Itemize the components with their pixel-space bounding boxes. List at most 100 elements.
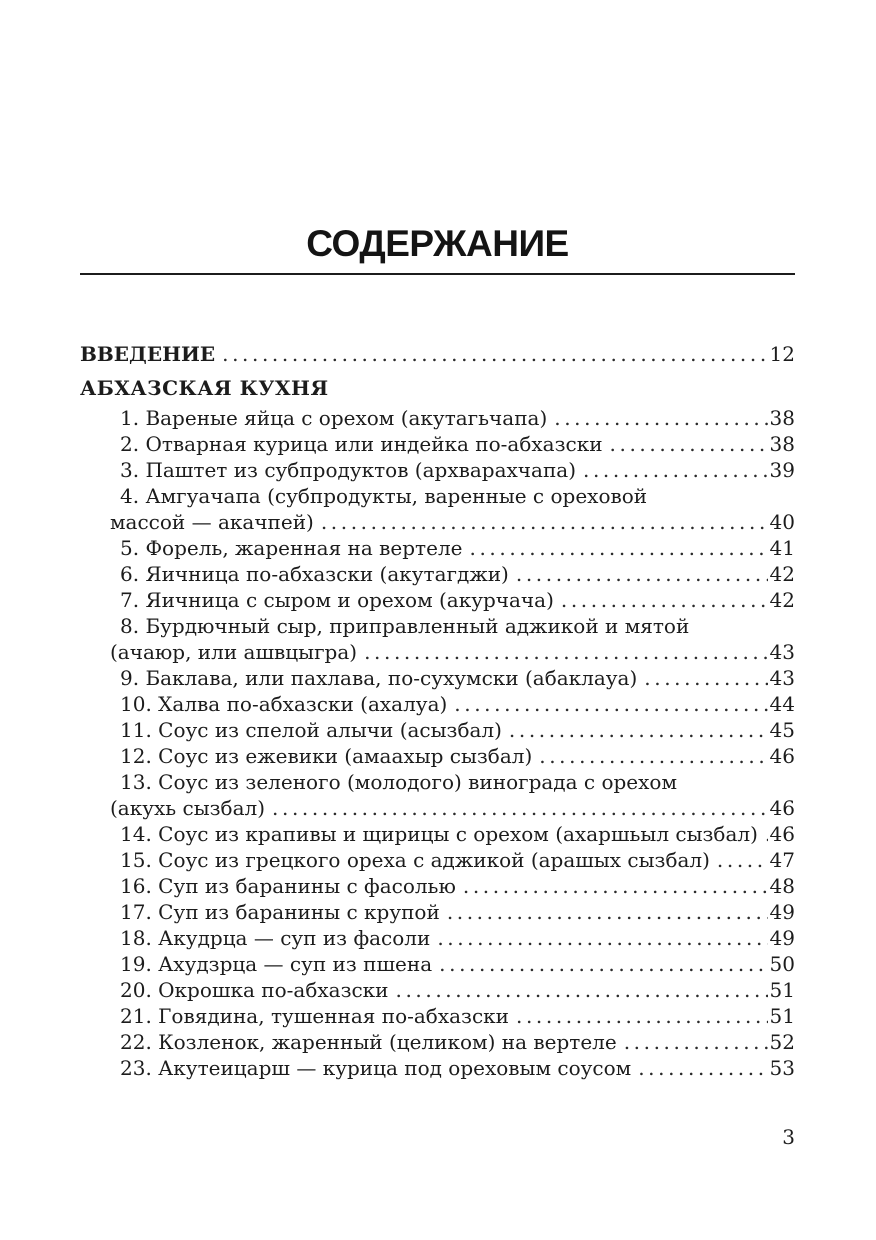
toc-item: 2. Отварная курица или индейка по-абхазс…	[80, 431, 795, 457]
page-number: 3	[782, 1125, 795, 1149]
dot-leader	[321, 509, 768, 535]
toc-entry-label: ВВЕДЕНИЕ	[80, 342, 216, 366]
toc-item: 6. Яичница по-абхазски (акутагджи) 42	[80, 561, 795, 587]
dot-leader	[364, 639, 767, 665]
toc-item: 10. Халва по-абхазски (ахалуа) 44	[80, 691, 795, 717]
toc-item-line: 14. Соус из крапивы и щирицы с орехом (а…	[80, 821, 795, 847]
toc-item-label: (ачаюр, или ашвцыгра)	[110, 640, 358, 664]
page-title: СОДЕРЖАНИЕ	[306, 223, 569, 264]
toc-item: 17. Суп из баранины с крупой 49	[80, 899, 795, 925]
toc-item-page: 51	[769, 1004, 795, 1028]
dot-leader	[561, 587, 768, 613]
dot-leader	[463, 873, 768, 899]
dot-leader	[396, 977, 768, 1003]
toc-item-line: 13. Соус из зеленого (молодого) виноград…	[120, 770, 678, 794]
toc-item-page: 39	[769, 458, 795, 482]
dot-leader	[222, 341, 767, 367]
toc-item-label: 12. Соус из ежевики (амаахыр сызбал)	[120, 744, 533, 768]
toc-item-page: 46	[769, 796, 795, 820]
toc-item-line: 9. Баклава, или пахлава, по-сухумски (аб…	[80, 665, 795, 691]
dot-leader	[454, 691, 767, 717]
toc-item-line: (акухь сызбал) 46	[80, 795, 795, 821]
dot-leader	[624, 1029, 768, 1055]
toc-item-line: 10. Халва по-абхазски (ахалуа) 44	[80, 691, 795, 717]
title-divider	[80, 273, 795, 275]
toc-section-heading: АБХАЗСКАЯ КУХНЯ	[80, 376, 329, 400]
toc-item-label: 9. Баклава, или пахлава, по-сухумски (аб…	[120, 666, 638, 690]
dot-leader	[516, 1003, 768, 1029]
page-content: СОДЕРЖАНИЕ ВВЕДЕНИЕ 12 АБХАЗСКАЯ КУХНЯ 1…	[80, 0, 795, 1081]
dot-leader	[439, 951, 767, 977]
toc-item: 7. Яичница с сыром и орехом (акурчача) 42	[80, 587, 795, 613]
toc-item-label: 5. Форель, жаренная на вертеле	[120, 536, 463, 560]
toc-item-line: 20. Окрошка по-абхазски 51	[80, 977, 795, 1003]
toc-item-label: 19. Ахудзрца — суп из пшена	[120, 952, 433, 976]
toc-item-page: 49	[769, 926, 795, 950]
toc-item: 23. Акутеицарш — курица под ореховым соу…	[80, 1055, 795, 1081]
toc-item-line: 8. Бурдючный сыр, приправленный аджикой …	[120, 614, 690, 638]
toc-item-line: 11. Соус из спелой алычи (асызбал) 45	[80, 717, 795, 743]
toc-item-page: 43	[769, 640, 795, 664]
toc-item-line: 15. Соус из грецкого ореха с аджикой (ар…	[80, 847, 795, 873]
toc-item: 22. Козленок, жаренный (целиком) на верт…	[80, 1029, 795, 1055]
toc-item-line: 6. Яичница по-абхазски (акутагджи) 42	[80, 561, 795, 587]
dot-leader	[470, 535, 768, 561]
toc-item: 15. Соус из грецкого ореха с аджикой (ар…	[80, 847, 795, 873]
dot-leader	[583, 457, 768, 483]
toc-item: 11. Соус из спелой алычи (асызбал) 45	[80, 717, 795, 743]
toc-item-line: 3. Паштет из субпродуктов (архварахчапа)…	[80, 457, 795, 483]
toc-item: 5. Форель, жаренная на вертеле 41	[80, 535, 795, 561]
toc-item-line: 5. Форель, жаренная на вертеле 41	[80, 535, 795, 561]
toc-item-page: 51	[769, 978, 795, 1002]
toc-item: 16. Суп из баранины с фасолью 48	[80, 873, 795, 899]
toc-entry-introduction: ВВЕДЕНИЕ 12	[80, 341, 795, 367]
toc-item-page: 38	[769, 432, 795, 456]
toc-item-page: 49	[769, 900, 795, 924]
toc-item-page: 47	[769, 848, 795, 872]
toc-item-page: 53	[769, 1056, 795, 1080]
toc-entry-page: 12	[769, 342, 795, 366]
dot-leader	[765, 821, 768, 847]
toc-item-line: 1. Вареные яйца с орехом (акутагьчапа) 38	[80, 405, 795, 431]
toc-items: 1. Вареные яйца с орехом (акутагьчапа) 38…	[80, 405, 795, 1081]
toc-item-line: 22. Козленок, жаренный (целиком) на верт…	[80, 1029, 795, 1055]
dot-leader	[610, 431, 768, 457]
toc-item: 19. Ахудзрца — суп из пшена 50	[80, 951, 795, 977]
dot-leader	[644, 665, 767, 691]
toc-item: 21. Говядина, тушенная по-абхазски 51	[80, 1003, 795, 1029]
toc-item-line: 12. Соус из ежевики (амаахыр сызбал) 46	[80, 743, 795, 769]
toc-item: 1. Вареные яйца с орехом (акутагьчапа) 38	[80, 405, 795, 431]
toc-item-page: 40	[769, 510, 795, 534]
toc-item-label: 17. Суп из баранины с крупой	[120, 900, 440, 924]
dot-leader	[516, 561, 768, 587]
toc-item-label: 1. Вареные яйца с орехом (акутагьчапа)	[120, 406, 548, 430]
toc-item-page: 42	[769, 562, 795, 586]
toc-item: 18. Акудрца — суп из фасоли 49	[80, 925, 795, 951]
toc-item-label: 23. Акутеицарш — курица под ореховым соу…	[120, 1056, 632, 1080]
toc-item-page: 50	[769, 952, 795, 976]
dot-leader	[509, 717, 768, 743]
toc-item-label: 14. Соус из крапивы и щирицы с орехом (а…	[120, 822, 758, 846]
dot-leader	[447, 899, 768, 925]
toc-item-line: 16. Суп из баранины с фасолью 48	[80, 873, 795, 899]
toc-item-label: (акухь сызбал)	[110, 796, 266, 820]
dot-leader	[437, 925, 767, 951]
toc-item-label: 21. Говядина, тушенная по-абхазски	[120, 1004, 509, 1028]
toc-item-line: 21. Говядина, тушенная по-абхазски 51	[80, 1003, 795, 1029]
toc-item-line: 17. Суп из баранины с крупой 49	[80, 899, 795, 925]
toc-item: 20. Окрошка по-абхазски 51	[80, 977, 795, 1003]
toc-item-line: (ачаюр, или ашвцыгра) 43	[80, 639, 795, 665]
toc-item-line: 4. Амгуачапа (субпродукты, варенные с ор…	[120, 484, 648, 508]
toc-item: 14. Соус из крапивы и щирицы с орехом (а…	[80, 821, 795, 847]
toc-item: 9. Баклава, или пахлава, по-сухумски (аб…	[80, 665, 795, 691]
toc-item-page: 43	[769, 666, 795, 690]
toc-item-page: 42	[769, 588, 795, 612]
dot-leader	[717, 847, 768, 873]
toc-item-label: 18. Акудрца — суп из фасоли	[120, 926, 431, 950]
toc-item: 8. Бурдючный сыр, приправленный аджикой …	[80, 613, 795, 665]
toc-item-page: 41	[769, 536, 795, 560]
toc-item-line: 7. Яичница с сыром и орехом (акурчача) 42	[80, 587, 795, 613]
toc-item-line: 2. Отварная курица или индейка по-абхазс…	[80, 431, 795, 457]
dot-leader	[272, 795, 768, 821]
